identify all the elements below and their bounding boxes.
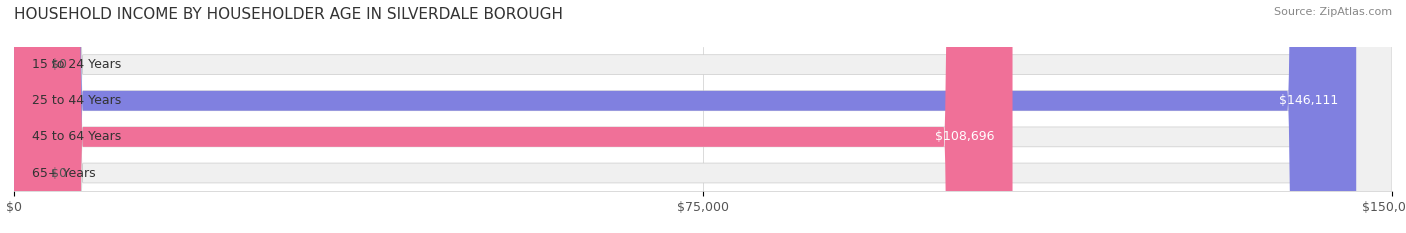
- FancyBboxPatch shape: [14, 0, 1392, 233]
- Text: Source: ZipAtlas.com: Source: ZipAtlas.com: [1274, 7, 1392, 17]
- Text: $146,111: $146,111: [1278, 94, 1339, 107]
- Text: HOUSEHOLD INCOME BY HOUSEHOLDER AGE IN SILVERDALE BOROUGH: HOUSEHOLD INCOME BY HOUSEHOLDER AGE IN S…: [14, 7, 562, 22]
- Text: 45 to 64 Years: 45 to 64 Years: [32, 130, 122, 143]
- Text: $0: $0: [51, 167, 67, 179]
- FancyBboxPatch shape: [14, 0, 1392, 233]
- FancyBboxPatch shape: [14, 0, 1392, 233]
- FancyBboxPatch shape: [14, 0, 1012, 233]
- FancyBboxPatch shape: [14, 0, 1357, 233]
- Text: $0: $0: [51, 58, 67, 71]
- Text: 15 to 24 Years: 15 to 24 Years: [32, 58, 122, 71]
- FancyBboxPatch shape: [14, 0, 1392, 233]
- Text: $108,696: $108,696: [935, 130, 994, 143]
- Text: 25 to 44 Years: 25 to 44 Years: [32, 94, 122, 107]
- Text: 65+ Years: 65+ Years: [32, 167, 96, 179]
